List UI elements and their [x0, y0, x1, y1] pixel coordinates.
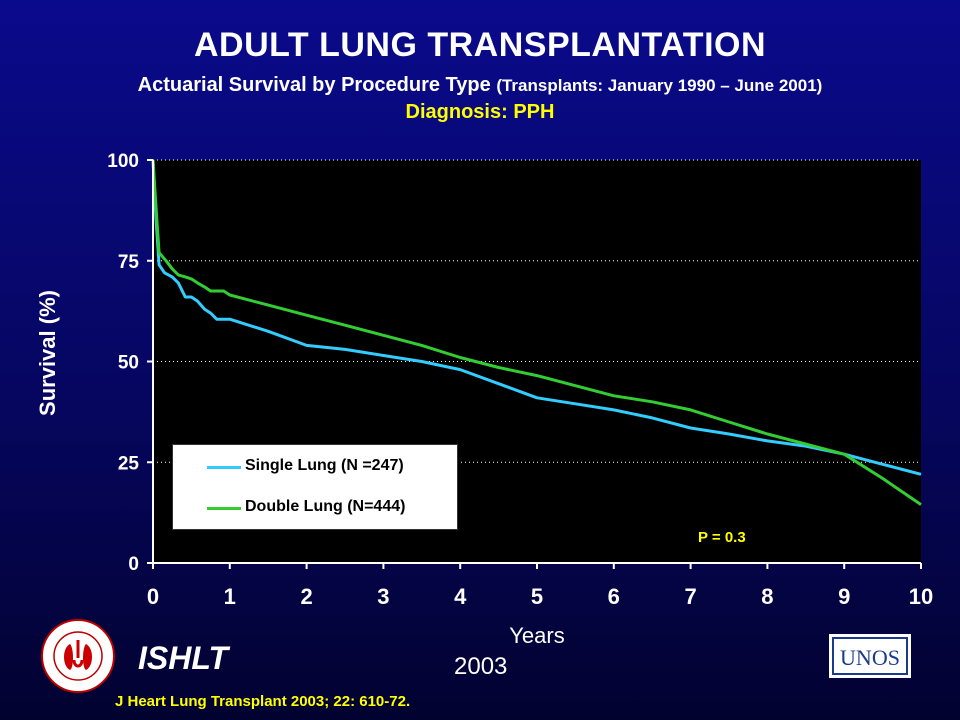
x-tick-label-7: 7 [684, 584, 696, 609]
y-tick-label-75: 75 [118, 252, 140, 273]
x-tick-label-2: 2 [300, 584, 312, 609]
legend-label-double-lung: Double Lung (N=444) [245, 498, 406, 515]
citation: J Heart Lung Transplant 2003; 22: 610-72… [115, 693, 411, 710]
x-tick-label-8: 8 [761, 584, 773, 609]
report-year: 2003 [454, 653, 508, 680]
svg-text:UNOS: UNOS [840, 645, 900, 670]
ishlt-label: ISHLT [138, 640, 229, 676]
x-tick-label-9: 9 [838, 584, 850, 609]
x-tick-label-0: 0 [147, 584, 159, 609]
y-tick-label-0: 0 [128, 554, 139, 575]
legend-item-double-lung: Double Lung (N=444) [173, 496, 457, 520]
y-tick-label-50: 50 [118, 353, 139, 374]
legend-item-single-lung: Single Lung (N =247) [173, 455, 457, 479]
page-subtitle: Actuarial Survival by Procedure Type (Tr… [0, 74, 960, 97]
page-title: ADULT LUNG TRANSPLANTATION [193, 26, 767, 64]
x-tick-label-10: 10 [909, 584, 933, 609]
y-tick-label-25: 25 [118, 453, 140, 474]
tick-labels: 0 25 50 75 100 0 1 2 3 4 5 6 7 8 9 10 [107, 151, 933, 609]
axes [147, 159, 922, 569]
x-tick-label-5: 5 [531, 584, 543, 609]
x-tick-label-4: 4 [454, 584, 467, 609]
diagnosis-label: Diagnosis: PPH [405, 101, 555, 123]
chart-legend: Single Lung (N =247) Double Lung (N=444) [172, 444, 458, 530]
series-line-double-lung [151, 159, 922, 506]
subtitle-dates: (Transplants: January 1990 – June 2001) [496, 76, 823, 95]
subtitle-main: Actuarial Survival by Procedure Type [137, 74, 491, 96]
x-tick-label-1: 1 [224, 584, 236, 609]
legend-swatch-single-lung [207, 466, 241, 469]
legend-swatch-double-lung [207, 507, 241, 510]
x-tick-label-3: 3 [377, 584, 389, 609]
series-line-single-lung [151, 159, 922, 476]
ishlt-seal-logo [41, 619, 115, 693]
x-axis-label: Years [509, 623, 565, 648]
y-tick-label-100: 100 [107, 151, 139, 172]
p-value-annotation: P = 0.3 [698, 529, 746, 546]
unos-logo: UNOS [829, 634, 911, 678]
legend-label-single-lung: Single Lung (N =247) [245, 457, 404, 474]
x-tick-label-6: 6 [608, 584, 620, 609]
y-axis-label: Survival (%) [35, 290, 60, 416]
series-lines [151, 159, 922, 506]
